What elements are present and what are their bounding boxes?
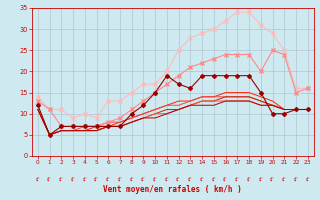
Text: ↶: ↶ [304,176,311,182]
Text: ↶: ↶ [46,176,53,182]
Text: ↶: ↶ [246,176,252,182]
Text: ↶: ↶ [211,176,217,182]
Text: ↶: ↶ [140,176,147,182]
Text: ↶: ↶ [292,176,300,182]
Text: ↶: ↶ [81,176,88,182]
Text: ↶: ↶ [281,176,288,182]
Text: ↶: ↶ [128,176,135,182]
Text: ↶: ↶ [175,176,182,182]
Text: ↶: ↶ [257,176,264,182]
Text: ↶: ↶ [116,176,124,182]
Text: ↶: ↶ [58,176,65,182]
Text: ↶: ↶ [152,176,159,182]
Text: ↶: ↶ [187,176,194,182]
Text: ↶: ↶ [269,176,276,182]
Text: ↶: ↶ [70,176,76,182]
Text: ↶: ↶ [199,176,205,182]
X-axis label: Vent moyen/en rafales ( km/h ): Vent moyen/en rafales ( km/h ) [103,185,242,194]
Text: ↶: ↶ [222,176,229,182]
Text: ↶: ↶ [164,176,170,182]
Text: ↶: ↶ [105,176,112,182]
Text: ↶: ↶ [35,176,41,182]
Text: ↶: ↶ [234,176,241,182]
Text: ↶: ↶ [93,176,100,182]
